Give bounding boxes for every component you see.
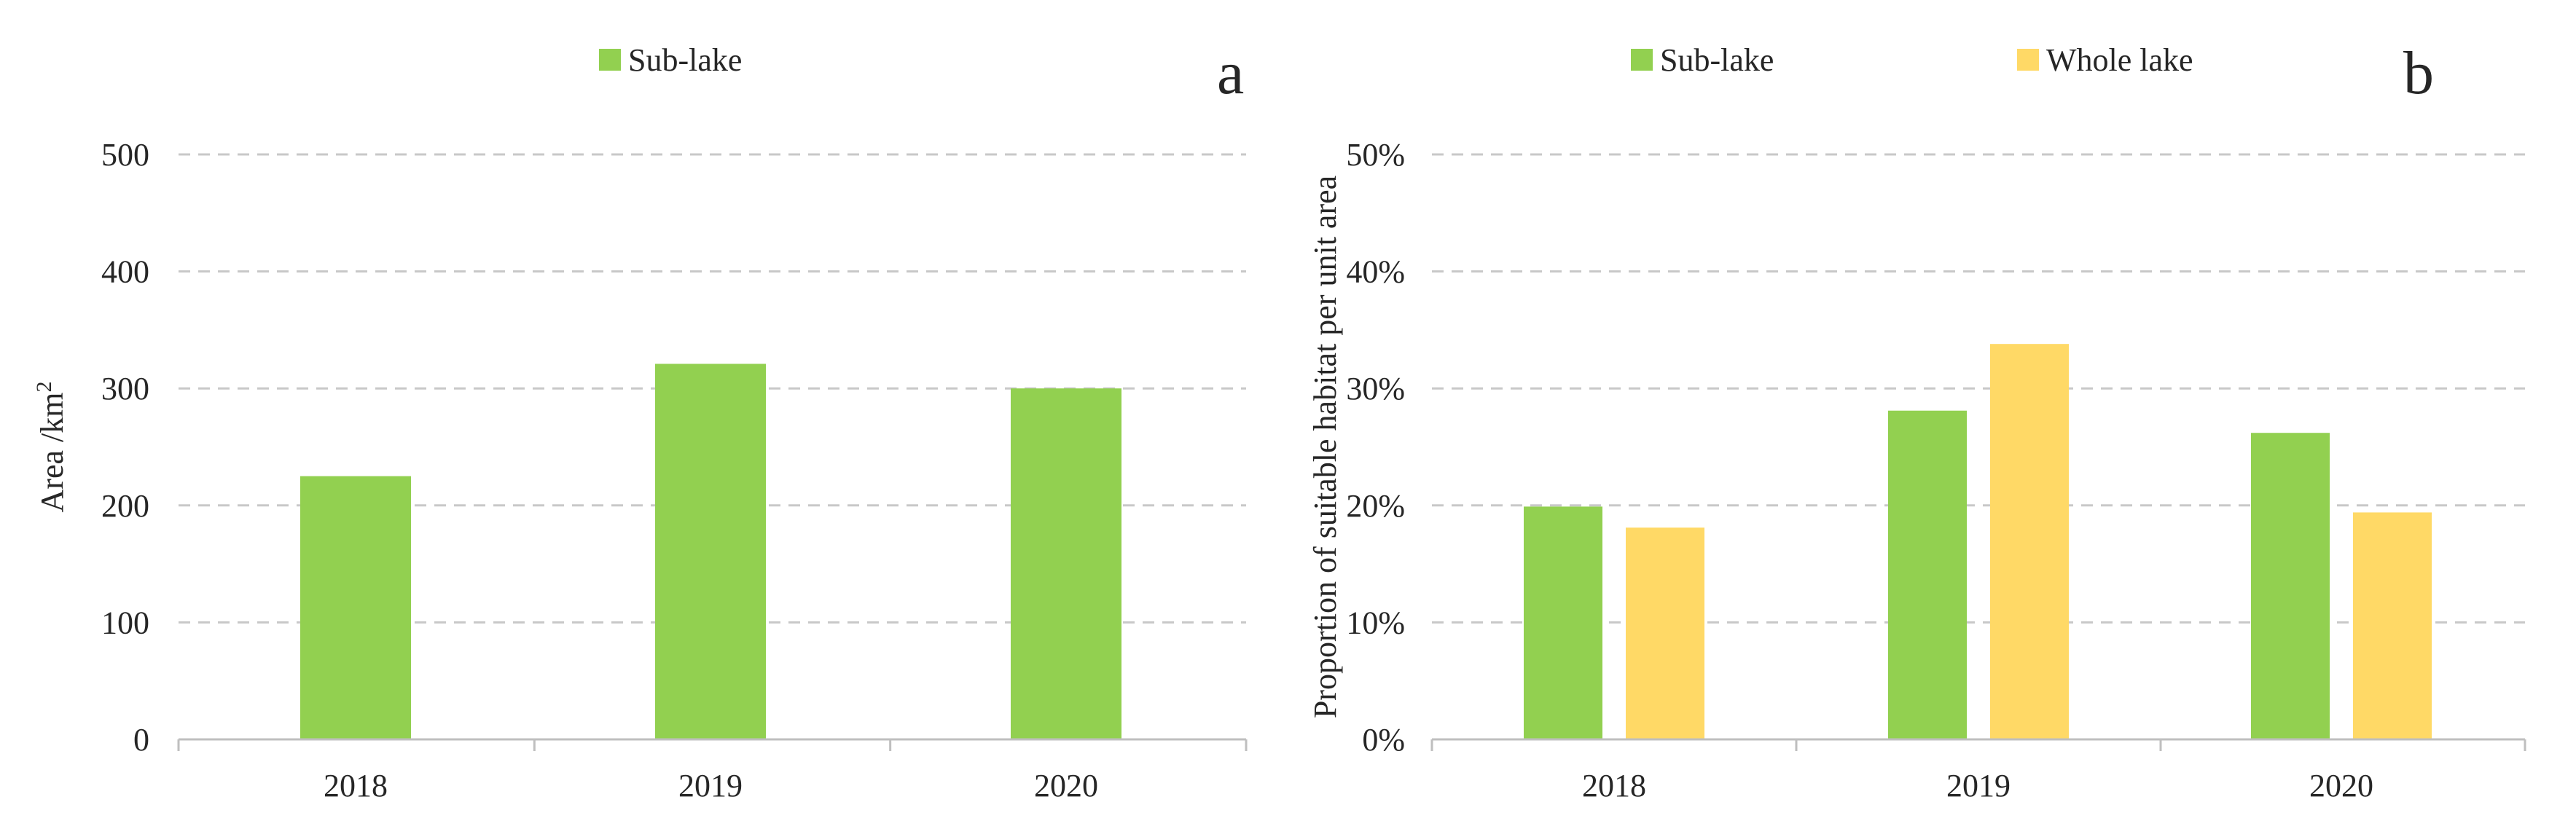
panel-a-legend-label: Sub-lake bbox=[628, 42, 742, 78]
panel-b-xtick-label: 2019 bbox=[1946, 768, 2011, 803]
panel-a-bar-sub-lake-2020 bbox=[1011, 388, 1121, 739]
panel-b-bar-sub-lake-2019 bbox=[1888, 410, 1967, 739]
panel-a-xtick-label: 2018 bbox=[324, 768, 388, 803]
panel-b-label: b bbox=[2403, 39, 2434, 107]
panel-b-bar-whole-lake-2020 bbox=[2353, 512, 2432, 739]
panel-b-legend-label: Whole lake bbox=[2046, 42, 2193, 78]
panel-b-y-axis-label: Proportion of suitable habitat per unit … bbox=[1307, 176, 1343, 718]
panel-b-legend-swatch-whole-lake bbox=[2017, 49, 2039, 71]
panel-a-xtick-label: 2020 bbox=[1034, 768, 1098, 803]
panel-b-ytick-label: 10% bbox=[1346, 605, 1405, 640]
panel-b-bar-sub-lake-2020 bbox=[2251, 433, 2330, 739]
panel-a-ytick-label: 0 bbox=[133, 722, 149, 758]
panel-a-bar-sub-lake-2019 bbox=[655, 364, 766, 739]
panel-a-y-axis-label: Area /km2 bbox=[32, 382, 71, 513]
panel-b-legend-label: Sub-lake bbox=[1660, 42, 1774, 78]
panel-b-bar-whole-lake-2019 bbox=[1990, 344, 2069, 739]
panel-a-label: a bbox=[1217, 39, 1244, 107]
panel-a-xtick-label: 2019 bbox=[678, 768, 743, 803]
panel-b-ytick-label: 40% bbox=[1346, 254, 1405, 290]
panel-a-ytick-label: 200 bbox=[101, 488, 149, 524]
panel-a-ytick-label: 500 bbox=[101, 137, 149, 173]
panel-a-ytick-label: 400 bbox=[101, 254, 149, 290]
panel-a-bar-sub-lake-2018 bbox=[300, 476, 411, 739]
panel-b-xtick-label: 2018 bbox=[1582, 768, 1646, 803]
panel-b-ytick-label: 50% bbox=[1346, 137, 1405, 173]
panel-a-ytick-label: 300 bbox=[101, 371, 149, 406]
panel-b-bar-whole-lake-2018 bbox=[1626, 527, 1704, 739]
panel-b-legend-swatch-sub-lake bbox=[1631, 49, 1653, 71]
panel-b-bar-sub-lake-2018 bbox=[1524, 506, 1602, 739]
panel-b-xtick-label: 2020 bbox=[2309, 768, 2373, 803]
panel-b-ytick-label: 30% bbox=[1346, 371, 1405, 406]
panel-a-legend-swatch-sub-lake bbox=[599, 49, 621, 71]
panel-b-ytick-label: 0% bbox=[1362, 722, 1405, 758]
panel-b-ytick-label: 20% bbox=[1346, 488, 1405, 524]
panel-a-ytick-label: 100 bbox=[101, 605, 149, 640]
